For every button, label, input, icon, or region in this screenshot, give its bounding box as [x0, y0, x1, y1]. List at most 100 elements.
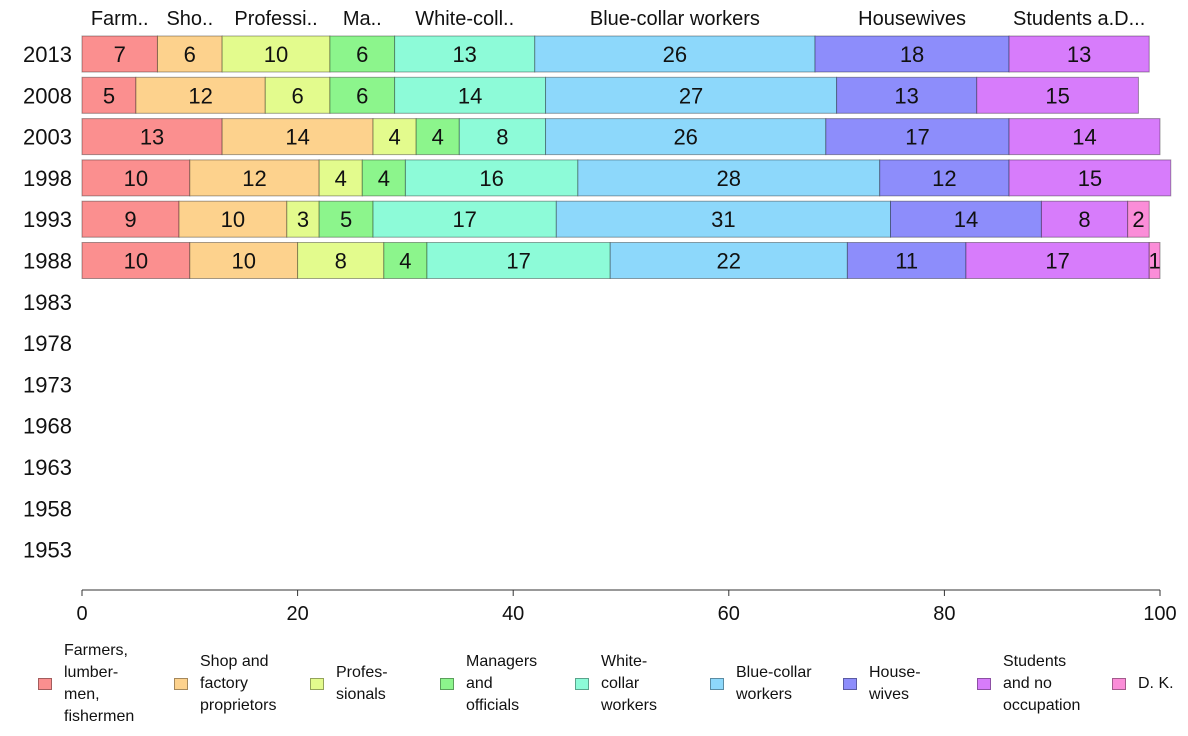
bar-segment: [545, 76, 838, 114]
data-label: 26: [673, 125, 697, 150]
data-label: 14: [285, 125, 309, 150]
data-label: 10: [264, 42, 288, 67]
y-tick-label: 2013: [23, 42, 72, 67]
y-tick-label: 1968: [23, 414, 72, 439]
data-label: 6: [184, 42, 196, 67]
legend-item: House- wives: [843, 636, 921, 732]
bar-segment: [286, 200, 320, 238]
data-label: 6: [291, 83, 303, 108]
y-tick-label: 1988: [23, 249, 72, 274]
x-tick-label: 100: [1143, 603, 1176, 625]
data-label: 17: [506, 249, 530, 274]
bar-segment: [458, 118, 547, 156]
y-tick-label: 1958: [23, 496, 72, 521]
y-tick-label: 1998: [23, 166, 72, 191]
bar-segment: [81, 159, 191, 197]
legend-swatch: [843, 678, 857, 690]
x-tick-label: 60: [718, 603, 740, 625]
legend-label: Profes- sionals: [336, 664, 388, 703]
y-tick-label: 2003: [23, 125, 72, 150]
bar-segment: [318, 159, 363, 197]
bar-segment: [318, 200, 374, 238]
data-label: 26: [663, 42, 687, 67]
y-tick-label: 1953: [23, 538, 72, 563]
y-tick-label: 1963: [23, 455, 72, 480]
data-label: 6: [356, 42, 368, 67]
legend-item: White- collar workers: [575, 636, 657, 732]
top-category-label: Students a.D...: [1013, 8, 1145, 30]
data-label: 14: [458, 83, 482, 108]
data-label: 8: [1078, 207, 1090, 232]
legend-swatch: [1112, 678, 1126, 690]
bar-segment: [814, 35, 1010, 73]
bar-segment: [81, 200, 180, 238]
legend-label: House- wives: [869, 664, 921, 703]
bar-segment: [81, 242, 191, 279]
bar-segment: [394, 35, 536, 73]
bar-segment: [372, 118, 417, 156]
bar-segment: [965, 242, 1150, 279]
bar-segment: [879, 159, 1010, 197]
data-label: 2: [1132, 207, 1144, 232]
y-tick-label: 1993: [23, 207, 72, 232]
data-label: 14: [954, 207, 978, 232]
bar-segment: [81, 118, 223, 156]
x-tick-label: 20: [286, 603, 308, 625]
bar-segment: [609, 242, 848, 279]
data-label: 8: [496, 125, 508, 150]
data-label: 8: [335, 249, 347, 274]
bar-segment: [415, 118, 460, 156]
data-label: 18: [900, 42, 924, 67]
y-tick-label: 1978: [23, 331, 72, 356]
x-tick-label: 80: [933, 603, 955, 625]
data-label: 13: [894, 83, 918, 108]
bar-segment: [534, 35, 816, 73]
data-label: 10: [231, 249, 255, 274]
data-label: 17: [905, 125, 929, 150]
bar-segment: [264, 76, 331, 114]
legend-label: Farmers, lumber- men, fishermen: [64, 642, 135, 725]
bar-segment: [836, 76, 978, 114]
top-category-label: Blue-collar workers: [590, 8, 760, 30]
legend-swatch: [38, 678, 52, 690]
legend-item: Shop and factory proprietors: [174, 636, 276, 732]
bar-segment: [1127, 200, 1150, 238]
legend-swatch: [575, 678, 589, 690]
legend-label: White- collar workers: [601, 653, 658, 714]
data-label: 12: [242, 166, 266, 191]
data-label: 3: [297, 207, 309, 232]
data-label: 5: [103, 83, 115, 108]
data-label: 13: [140, 125, 164, 150]
data-label: 4: [399, 249, 411, 274]
data-label: 4: [432, 125, 444, 150]
data-label: 10: [124, 249, 148, 274]
bar-segment: [221, 118, 374, 156]
data-label: 31: [711, 207, 735, 232]
bar-segment: [329, 35, 396, 73]
top-category-label: White-coll..: [415, 8, 514, 30]
data-label: 12: [188, 83, 212, 108]
legend-item: Farmers, lumber- men, fishermen: [38, 636, 134, 732]
data-label: 4: [335, 166, 347, 191]
bar-segment: [81, 76, 137, 114]
data-label: 1: [1148, 249, 1160, 274]
bar-segment: [545, 118, 827, 156]
legend-swatch: [710, 678, 724, 690]
legend-item: D. K.: [1112, 636, 1174, 732]
data-label: 10: [124, 166, 148, 191]
data-label: 16: [479, 166, 503, 191]
data-label: 13: [1067, 42, 1091, 67]
data-label: 6: [356, 83, 368, 108]
data-label: 9: [124, 207, 136, 232]
legend-swatch: [440, 678, 454, 690]
top-category-label: Ma..: [343, 8, 382, 30]
bar-segment: [890, 200, 1042, 238]
data-label: 10: [221, 207, 245, 232]
bar-segment: [1008, 35, 1150, 73]
bar-segment: [189, 242, 299, 279]
bar-segment: [221, 35, 331, 73]
bar-segment: [1148, 242, 1161, 279]
bar-segment: [81, 35, 158, 73]
bar-segment: [1008, 118, 1161, 156]
